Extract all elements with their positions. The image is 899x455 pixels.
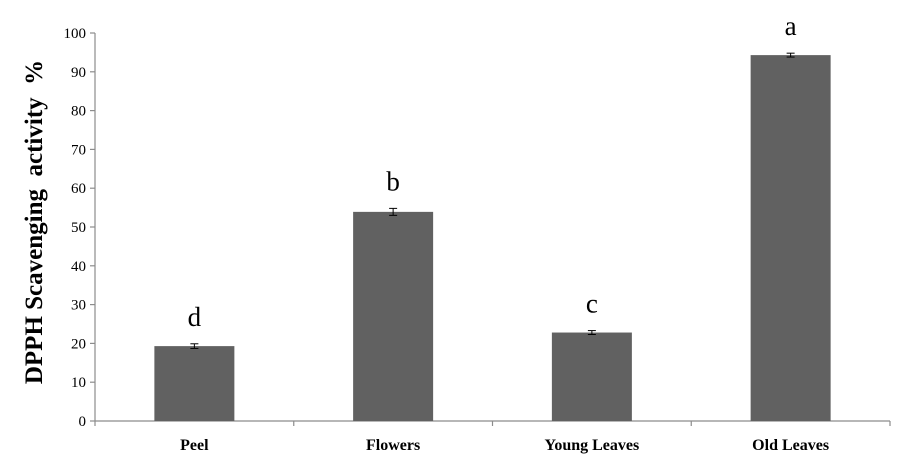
y-tick-label: 80: [71, 104, 86, 120]
y-tick-label: 40: [71, 259, 86, 275]
y-tick-label: 30: [71, 298, 86, 314]
y-tick-label: 10: [71, 375, 86, 391]
category-label: Peel: [180, 437, 209, 454]
bar-flowers: [353, 211, 434, 421]
significance-letter: b: [386, 166, 400, 196]
category-label: Flowers: [366, 437, 420, 454]
category-label: Old Leaves: [752, 437, 829, 454]
y-tick-label: 0: [79, 414, 87, 430]
bar-young-leaves: [551, 332, 632, 421]
significance-letter: c: [586, 289, 598, 319]
labels: d Peel b Flowers c Young Leaves a Old Leaves: [180, 11, 829, 454]
y-tick-label: 100: [64, 26, 87, 42]
bar-old-leaves: [750, 55, 831, 422]
y-tick-label: 20: [71, 336, 86, 352]
bar-peel: [154, 346, 235, 421]
significance-letter: d: [188, 302, 202, 332]
y-tick-label: 70: [71, 142, 86, 158]
y-tick-label: 50: [71, 220, 86, 236]
category-label: Young Leaves: [545, 437, 640, 454]
y-tick-label: 60: [71, 181, 86, 197]
bars: [154, 52, 831, 422]
y-axis-title: DPPH Scavenging activity %: [21, 60, 48, 384]
significance-letter: a: [785, 11, 797, 41]
y-tick-label: 90: [71, 65, 86, 81]
